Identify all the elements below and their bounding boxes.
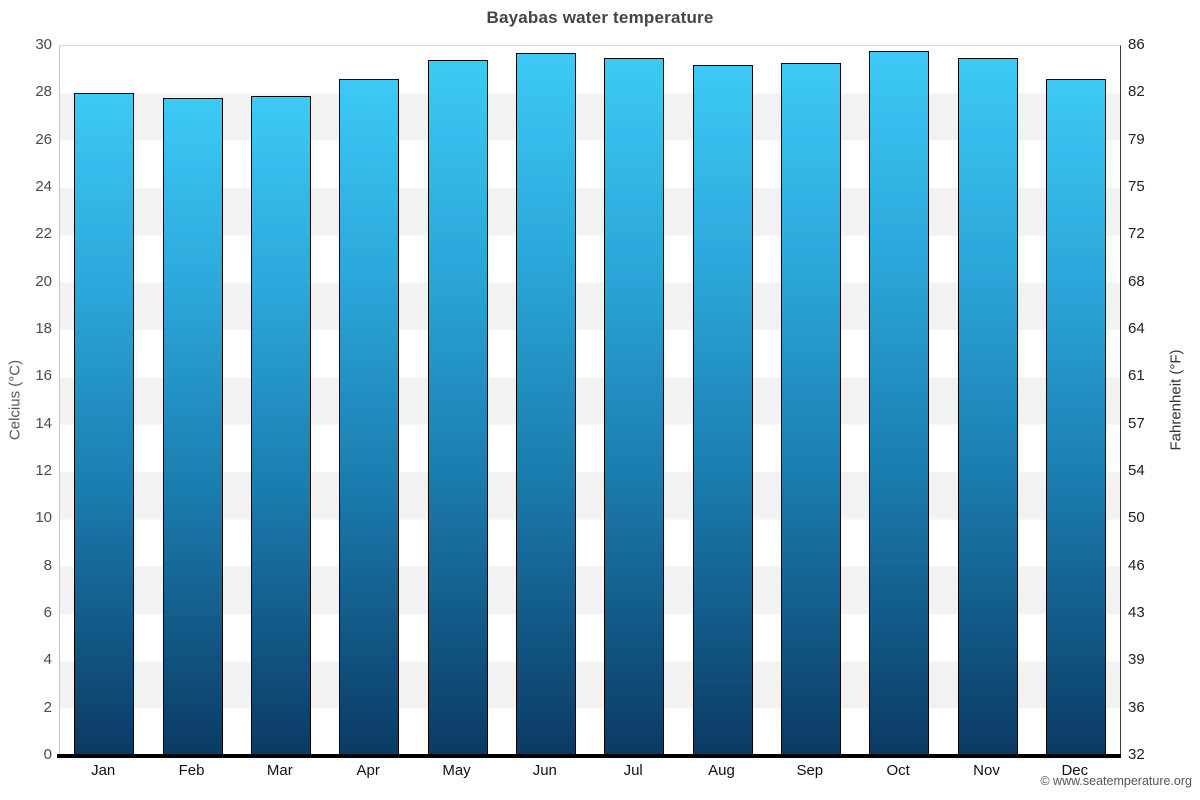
fahrenheit-tick-68: 68 (1128, 272, 1145, 290)
fahrenheit-tick-50: 50 (1128, 509, 1145, 527)
celsius-tick-14: 14 (35, 414, 52, 432)
celsius-tick-28: 28 (35, 83, 52, 101)
bar-dec (1045, 79, 1106, 756)
month-label-jul: Jul (623, 762, 643, 779)
celsius-tick-26: 26 (35, 130, 52, 148)
plot-area (59, 45, 1121, 756)
footer-credit-link[interactable]: © www.seatemperature.org (1040, 774, 1192, 788)
fahrenheit-tick-43: 43 (1128, 604, 1145, 621)
bar-sep (780, 62, 841, 756)
month-label-jan: Jan (91, 762, 116, 779)
chart-title: Bayabas water temperature (486, 8, 714, 27)
celsius-tick-24: 24 (35, 178, 52, 195)
month-label-may: May (442, 762, 471, 779)
month-label-jun: Jun (532, 762, 557, 779)
bar-apr (339, 79, 400, 756)
celsius-tick-22: 22 (35, 225, 52, 243)
fahrenheit-tick-61: 61 (1128, 367, 1145, 385)
celsius-tick-4: 4 (43, 651, 52, 669)
bar-jan (74, 93, 135, 756)
fahrenheit-tick-75: 75 (1128, 178, 1145, 195)
fahrenheit-tick-82: 82 (1128, 83, 1145, 101)
x-axis-line (57, 754, 1121, 758)
month-label-feb: Feb (178, 762, 205, 779)
fahrenheit-tick-79: 79 (1128, 130, 1145, 148)
celsius-tick-30: 30 (35, 36, 52, 53)
month-label-oct: Oct (886, 762, 910, 779)
month-label-sep: Sep (796, 762, 824, 779)
month-label-dec: Dec (1061, 762, 1089, 779)
bar-may (427, 60, 488, 756)
celsius-tick-16: 16 (35, 367, 52, 385)
fahrenheit-tick-64: 64 (1128, 320, 1145, 337)
bar-oct (869, 50, 930, 756)
bar-nov (957, 57, 1018, 756)
fahrenheit-tick-57: 57 (1128, 414, 1145, 432)
month-label-apr: Apr (356, 762, 380, 779)
celsius-tick-6: 6 (43, 604, 52, 621)
celsius-tick-20: 20 (35, 272, 52, 290)
fahrenheit-tick-72: 72 (1128, 225, 1145, 243)
fahrenheit-tick-36: 36 (1128, 698, 1145, 716)
bar-jul (604, 57, 665, 756)
y-axis-label-fahrenheit: Fahrenheit (°F) (1167, 349, 1185, 451)
bar-mar (250, 95, 311, 756)
bar-jun (515, 53, 576, 756)
celsius-tick-8: 8 (43, 556, 52, 574)
fahrenheit-tick-32: 32 (1128, 746, 1145, 763)
celsius-tick-12: 12 (35, 462, 52, 479)
fahrenheit-tick-86: 86 (1128, 36, 1145, 53)
fahrenheit-tick-46: 46 (1128, 556, 1145, 574)
month-label-aug: Aug (708, 762, 735, 779)
fahrenheit-tick-54: 54 (1128, 462, 1145, 479)
celsius-tick-0: 0 (43, 746, 52, 763)
month-label-nov: Nov (973, 762, 1000, 779)
fahrenheit-tick-39: 39 (1128, 651, 1145, 669)
bar-aug (692, 64, 753, 756)
celsius-tick-18: 18 (35, 320, 52, 337)
month-label-mar: Mar (266, 762, 293, 779)
celsius-tick-10: 10 (35, 509, 52, 527)
celsius-tick-2: 2 (43, 698, 52, 716)
bar-feb (162, 98, 223, 756)
